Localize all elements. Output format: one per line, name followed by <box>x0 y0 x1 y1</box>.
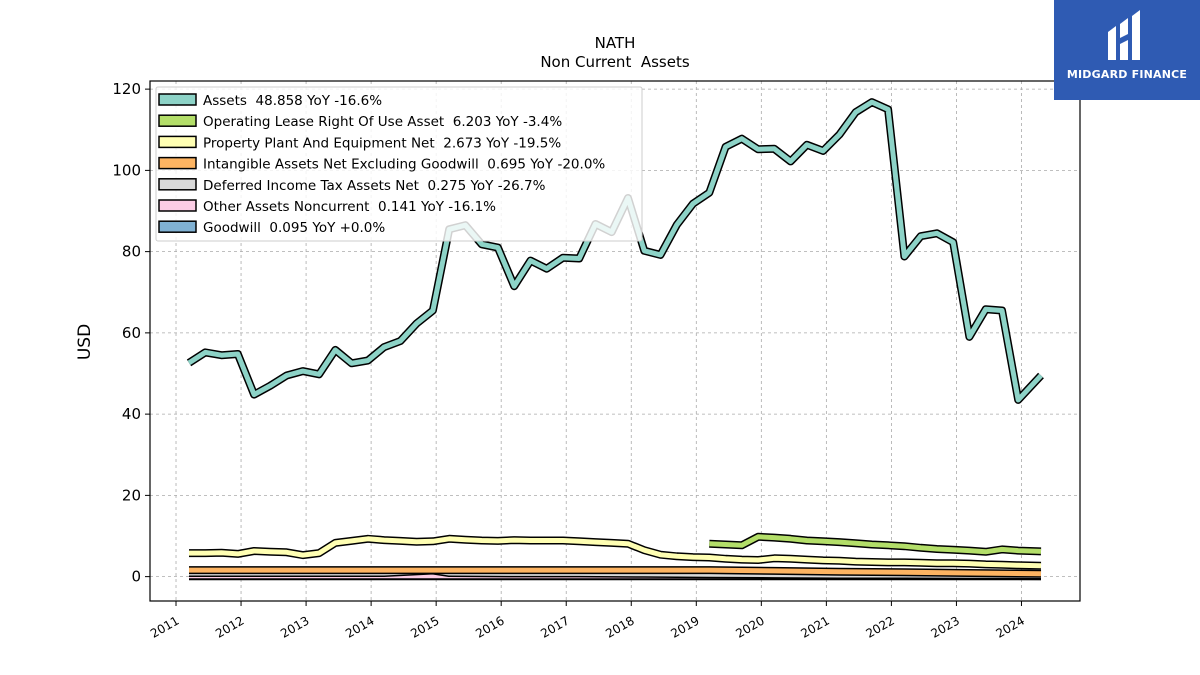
y-tick-label: 20 <box>122 486 141 504</box>
x-tick-label: 2021 <box>798 613 831 640</box>
legend-label: Goodwill 0.095 YoY +0.0% <box>203 220 385 236</box>
series-line-intangible-assets-net-excluding-goodwill <box>189 567 1042 577</box>
legend-box <box>155 86 643 242</box>
legend-swatch <box>158 114 197 127</box>
y-ticks: 0 20 40 60 80 100 120 <box>112 80 150 586</box>
chart-title: NATH <box>595 34 636 52</box>
legend-swatch <box>158 93 197 106</box>
legend-label: Operating Lease Right Of Use Asset 6.203… <box>203 114 562 130</box>
x-tick-label: 2013 <box>278 613 311 640</box>
x-tick-label: 2016 <box>473 613 506 640</box>
chart-subtitle: Non Current Assets <box>540 53 690 71</box>
x-tick-label: 2019 <box>668 613 701 640</box>
legend-swatch <box>158 199 197 212</box>
legend-label: Assets 48.858 YoY -16.6% <box>203 93 382 109</box>
x-tick-label: 2017 <box>538 613 571 640</box>
y-tick-label: 40 <box>122 405 141 423</box>
x-tick-label: 2023 <box>928 613 961 640</box>
x-tick-label: 2015 <box>408 613 441 640</box>
logo-mark-icon <box>1108 10 1140 60</box>
legend: Assets 48.858 YoY -16.6% Operating Lease … <box>155 86 643 242</box>
x-tick-label: 2020 <box>733 613 766 640</box>
legend-label: Property Plant And Equipment Net 2.673 Y… <box>203 135 561 151</box>
x-tick-label: 2014 <box>343 613 376 640</box>
x-tick-label: 2012 <box>213 613 246 640</box>
x-tick-label: 2022 <box>863 613 896 640</box>
brand-logo: MIDGARD FINANCE <box>1054 0 1200 100</box>
x-ticks: 2011 2012 2013 2014 2015 2016 2017 2018 2019 2020… <box>148 601 1027 641</box>
legend-label: Intangible Assets Net Excluding Goodwill… <box>203 157 605 173</box>
legend-swatch <box>158 135 197 149</box>
y-tick-label: 60 <box>122 324 141 342</box>
series-lines <box>186 98 1044 581</box>
x-tick-label: 2011 <box>148 613 181 640</box>
y-axis-label: USD <box>75 324 95 360</box>
series-line-operating-lease-right-of-use-asset <box>709 534 1042 555</box>
y-tick-label: 80 <box>122 243 141 261</box>
plot-frame <box>149 80 1081 602</box>
legend-swatch <box>158 220 197 233</box>
brand-name: MIDGARD FINANCE <box>1066 68 1188 81</box>
legend-label: Deferred Income Tax Assets Net 0.275 YoY… <box>203 178 546 194</box>
x-tick-label: 2024 <box>994 613 1027 640</box>
legend-swatch <box>158 156 197 170</box>
grid <box>150 81 1080 601</box>
y-tick-label: 120 <box>112 80 141 98</box>
series-line-property-plant-and-equipment-net <box>189 536 1042 569</box>
y-tick-label: 0 <box>131 568 141 586</box>
y-tick-label: 100 <box>112 161 141 179</box>
legend-swatch <box>158 178 197 191</box>
legend-label: Other Assets Noncurrent 0.141 YoY -16.1% <box>203 199 496 215</box>
x-tick-label: 2018 <box>603 613 636 640</box>
